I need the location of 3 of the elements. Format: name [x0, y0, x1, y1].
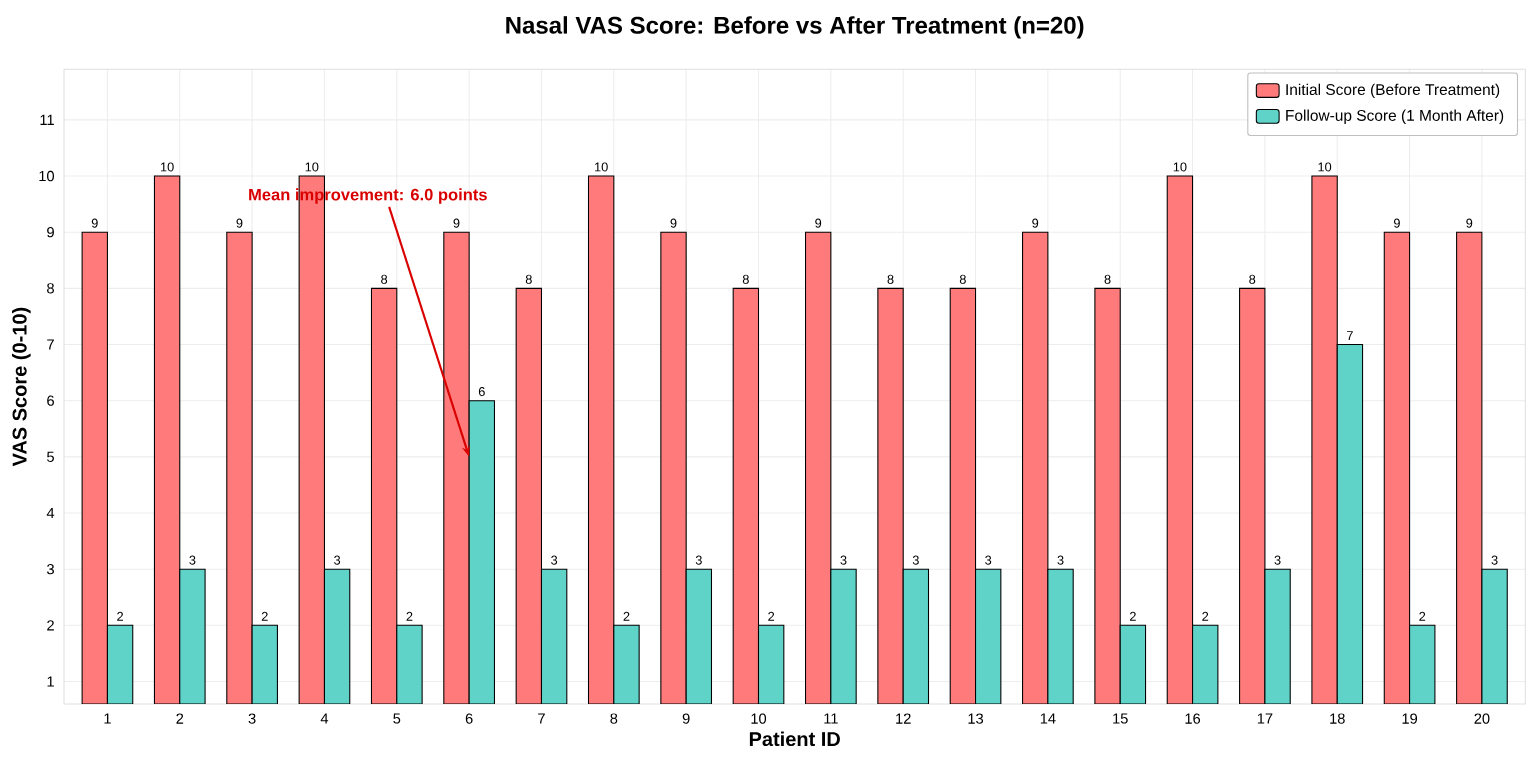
y-axis-title: VAS Score (0-10): [12, 307, 31, 467]
chart-title: Nasal VAS Score: Before vs After Treatment (n=20): [506, 16, 1084, 39]
x-axis-title: Patient ID: [749, 731, 840, 747]
